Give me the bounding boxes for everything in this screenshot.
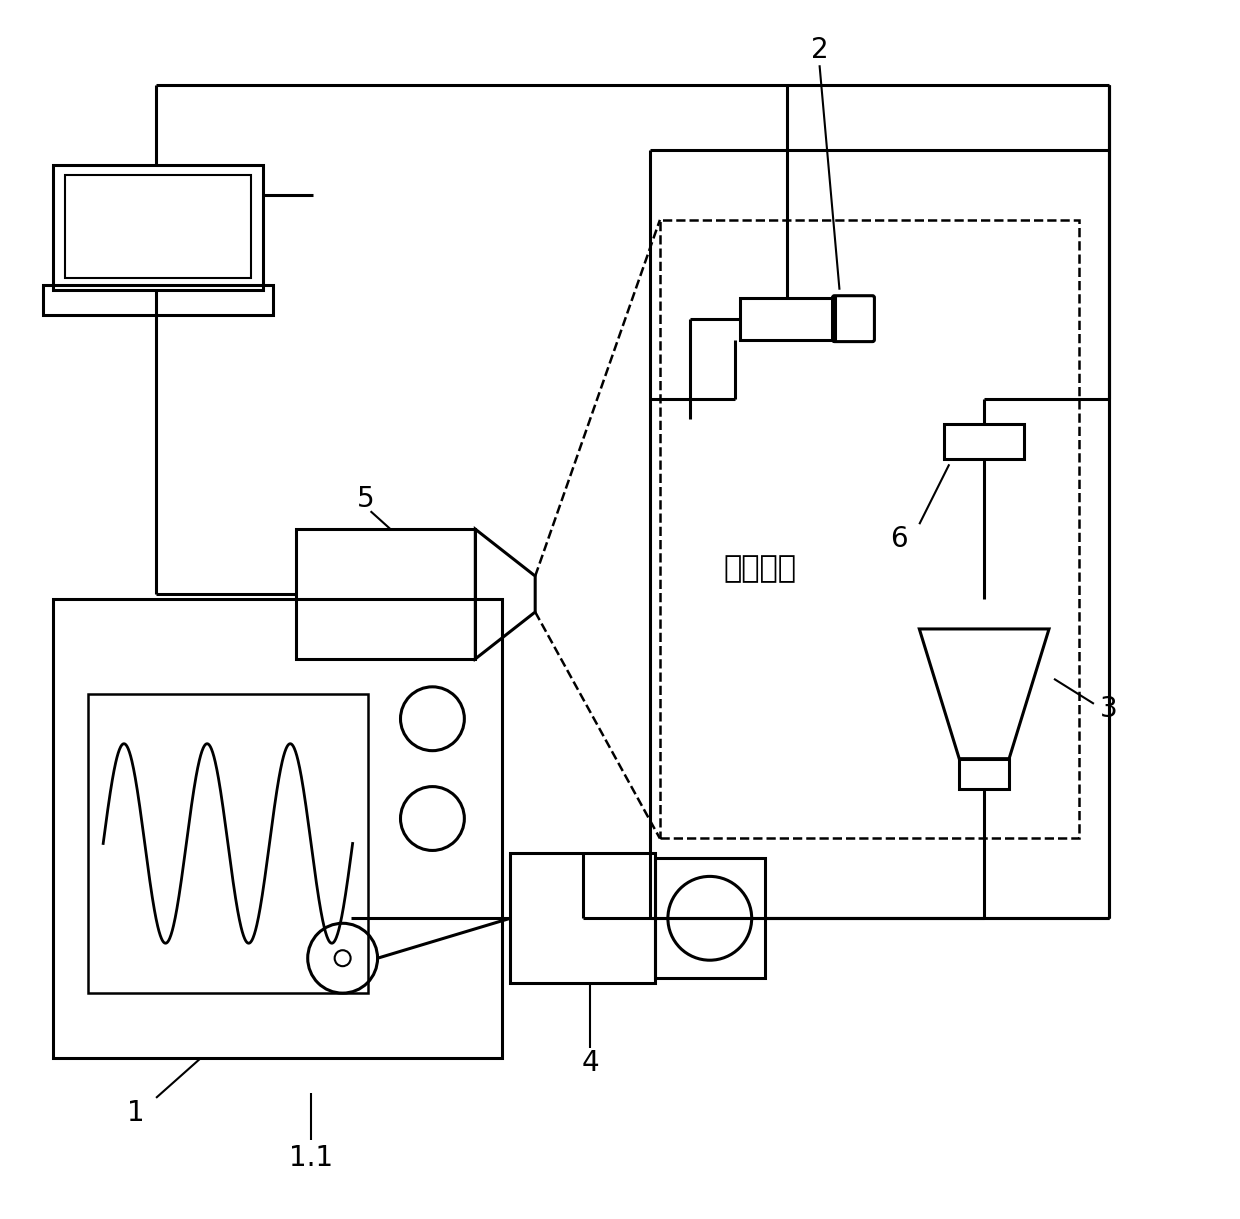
Bar (53, 165, 263, 290)
Bar (655, 858, 765, 978)
Bar (740, 297, 835, 340)
Bar (660, 219, 1079, 839)
Text: 2: 2 (811, 37, 828, 65)
Text: 5: 5 (357, 485, 374, 513)
Bar (960, 758, 1009, 789)
Text: 6: 6 (890, 525, 908, 553)
Bar (66, 176, 250, 278)
Text: 4: 4 (582, 1050, 599, 1076)
Bar (510, 853, 655, 984)
Bar (88, 694, 367, 993)
Text: 3: 3 (1100, 695, 1117, 723)
Bar (296, 529, 475, 659)
Bar (944, 424, 1024, 460)
Bar (53, 599, 502, 1058)
Text: 拍摄区域: 拍摄区域 (723, 555, 796, 584)
Bar (43, 285, 273, 315)
Text: 1: 1 (128, 1098, 145, 1126)
Text: 1.1: 1.1 (289, 1143, 332, 1171)
